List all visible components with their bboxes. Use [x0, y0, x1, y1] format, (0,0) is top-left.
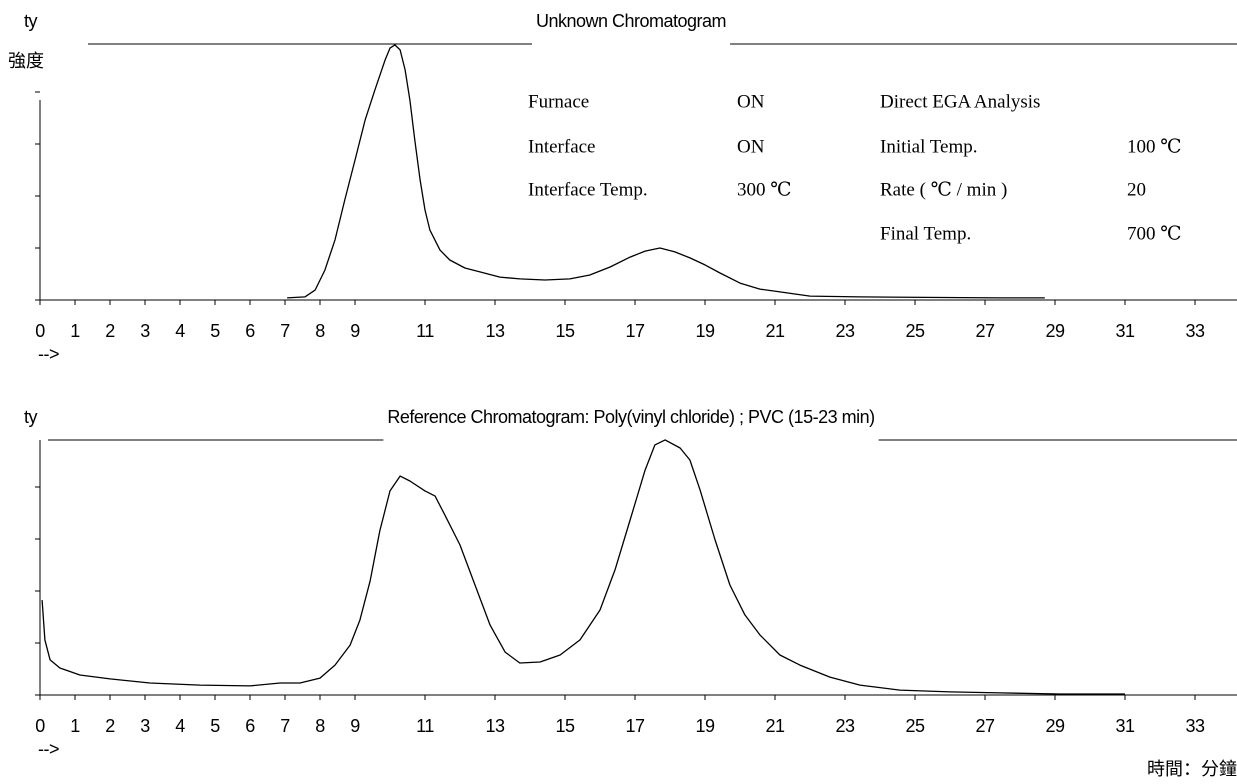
y-axis-label: ty: [24, 11, 38, 31]
x-tick-label: 19: [695, 321, 715, 341]
x-tick-label: 25: [905, 321, 925, 341]
annotation: Rate ( ℃ / min ): [880, 179, 1007, 200]
y-axis-label: ty: [24, 407, 38, 427]
x-tick-label: 19: [695, 716, 715, 736]
x-tick-label: 13: [485, 716, 505, 736]
x-tick-label: 1: [70, 716, 80, 736]
x-axis-label: -->: [38, 739, 59, 759]
x-tick-label: 21: [765, 716, 785, 736]
x-tick-label: 6: [245, 716, 255, 736]
x-tick-label: 8: [315, 716, 325, 736]
x-tick-label: 5: [210, 321, 220, 341]
x-tick-label: 0: [35, 716, 45, 736]
annotation: ON: [737, 91, 765, 112]
x-tick-label: 2: [105, 716, 115, 736]
annotation: Furnace: [528, 91, 589, 112]
x-tick-label: 33: [1185, 321, 1205, 341]
x-tick-label: 15: [555, 716, 575, 736]
x-tick-label: 4: [175, 321, 185, 341]
x-axis-label: -->: [38, 344, 59, 364]
x-tick-label: 11: [416, 716, 434, 736]
annotation: 20: [1127, 179, 1146, 200]
x-tick-label: 29: [1045, 716, 1065, 736]
x-tick-label: 29: [1045, 321, 1065, 341]
annotation: 100 ℃: [1127, 136, 1182, 157]
x-tick-label: 23: [835, 716, 855, 736]
annotation: Direct EGA Analysis: [880, 91, 1040, 112]
x-tick-label: 2: [105, 321, 115, 341]
chart-title: Reference Chromatogram: Poly(vinyl chlor…: [387, 407, 874, 427]
x-tick-label: 31: [1115, 321, 1135, 341]
x-tick-label: 7: [280, 321, 290, 341]
chart-title: Unknown Chromatogram: [536, 11, 726, 31]
x-tick-label: 9: [350, 321, 360, 341]
x-tick-label: 0: [35, 321, 45, 341]
x-tick-label: 21: [765, 321, 785, 341]
x-tick-label: 3: [140, 321, 150, 341]
x-tick-label: 15: [555, 321, 575, 341]
x-tick-label: 17: [625, 321, 645, 341]
x-tick-label: 7: [280, 716, 290, 736]
x-tick-label: 4: [175, 716, 185, 736]
annotation: Interface: [528, 136, 596, 157]
annotation: Interface Temp.: [528, 179, 648, 200]
annotation: Initial Temp.: [880, 136, 978, 157]
x-tick-label: 31: [1115, 716, 1135, 736]
y-axis-label: 強度: [8, 51, 44, 72]
x-tick-label: 27: [975, 716, 995, 736]
x-tick-label: 1: [70, 321, 80, 341]
x-tick-label: 5: [210, 716, 220, 736]
x-tick-label: 13: [485, 321, 505, 341]
chromatogram-line: [287, 44, 1045, 299]
x-tick-label: 3: [140, 716, 150, 736]
chromatogram-line: [41, 439, 1125, 695]
x-tick-label: 25: [905, 716, 925, 736]
x-tick-label: 8: [315, 321, 325, 341]
x-tick-label: 27: [975, 321, 995, 341]
annotation: 700 ℃: [1127, 223, 1182, 244]
x-tick-label: 33: [1185, 716, 1205, 736]
x-tick-label: 9: [350, 716, 360, 736]
x-tick-label: 17: [625, 716, 645, 736]
x-tick-label: 23: [835, 321, 855, 341]
annotation: Final Temp.: [880, 223, 971, 244]
x-axis-label: 時間：分鐘: [1147, 759, 1237, 780]
annotation: 300 ℃: [737, 179, 792, 200]
x-tick-label: 11: [416, 321, 434, 341]
x-tick-label: 6: [245, 321, 255, 341]
annotation: ON: [737, 136, 765, 157]
